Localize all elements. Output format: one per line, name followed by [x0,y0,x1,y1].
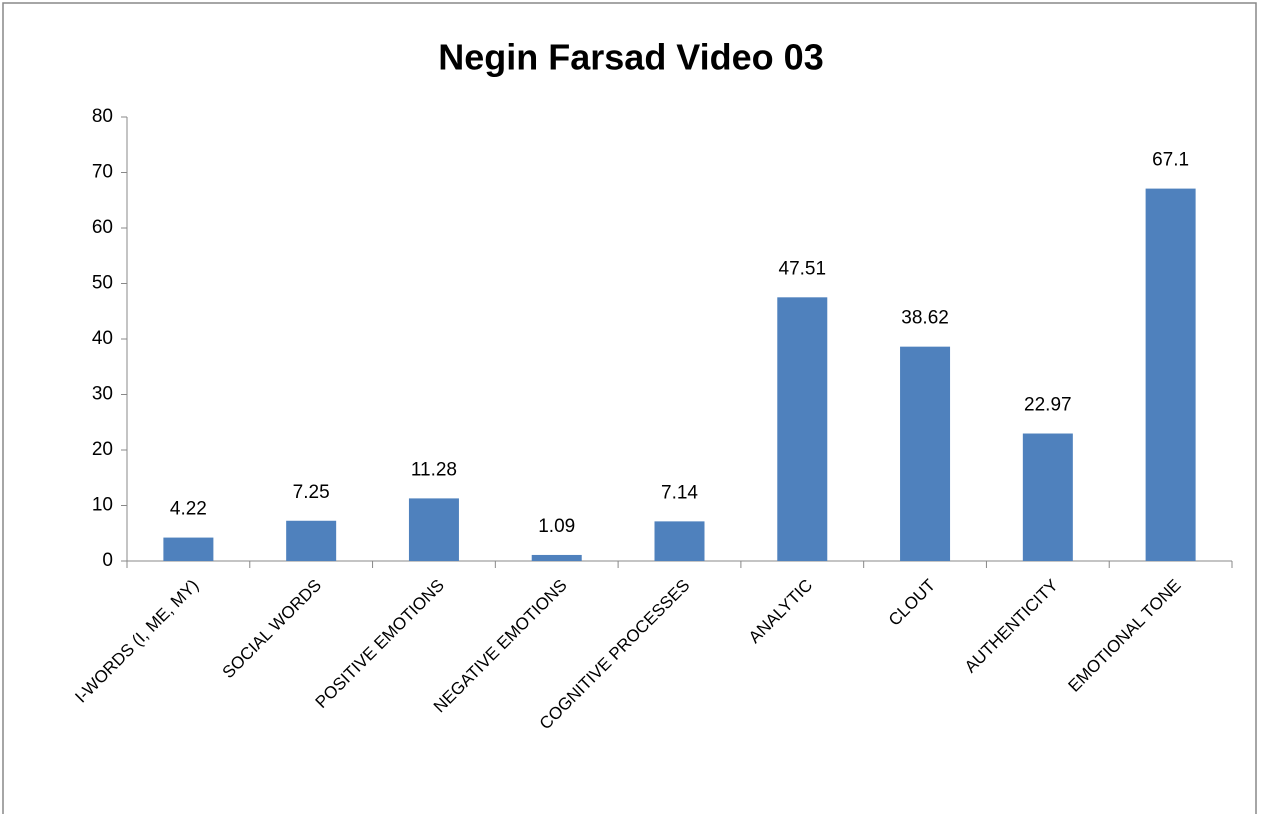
bar [408,498,459,561]
bar [286,520,337,561]
data-label: 47.51 [779,258,827,279]
y-tick-label: 30 [92,384,113,405]
chart-title: Negin Farsad Video 03 [438,37,823,78]
bar [163,537,214,561]
bar [900,346,951,561]
y-tick-label: 0 [102,550,113,571]
y-tick-label: 50 [92,273,113,294]
bar [1022,433,1073,561]
bar [1145,188,1196,561]
data-label: 38.62 [901,308,949,329]
data-label: 1.09 [538,516,575,537]
y-tick-label: 70 [92,162,113,183]
data-label: 4.22 [170,499,207,520]
bar [654,521,705,561]
y-tick-label: 10 [92,495,113,516]
data-label: 67.1 [1152,150,1189,171]
y-tick-label: 20 [92,439,113,460]
data-label: 22.97 [1024,395,1072,416]
y-tick-label: 40 [92,328,113,349]
y-tick-label: 80 [92,106,113,127]
bar [531,554,582,561]
data-label: 7.14 [661,482,698,503]
bar [777,297,828,561]
data-label: 11.28 [411,459,457,480]
y-tick-label: 60 [92,217,113,238]
data-label: 7.25 [293,482,330,503]
